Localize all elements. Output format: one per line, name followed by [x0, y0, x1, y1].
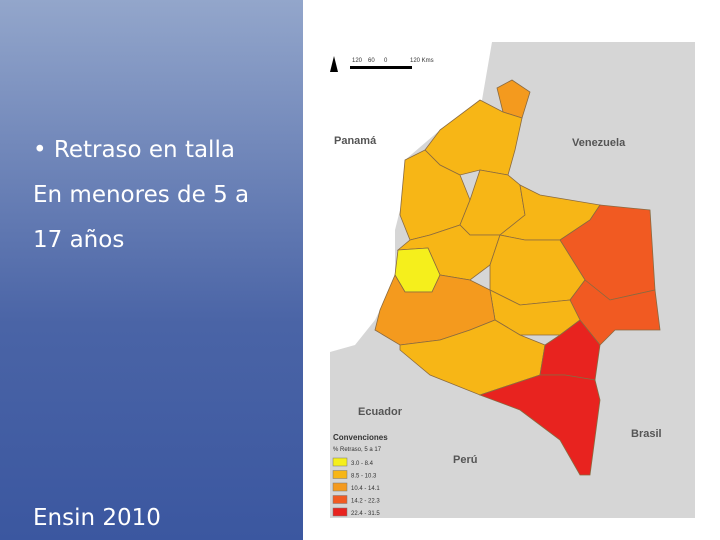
legend-label: 10.4 - 14.1: [351, 486, 380, 492]
country-label: Venezuela: [572, 137, 626, 149]
country-label: Brasil: [631, 428, 662, 440]
country-label: Ecuador: [358, 406, 403, 418]
scale-bar: [350, 66, 412, 69]
north-arrow: [330, 56, 338, 72]
bullet-text: • Retraso en talla: [33, 137, 235, 163]
country-label: Perú: [453, 454, 477, 466]
legend-label: 8.5 - 10.3: [351, 474, 377, 480]
text-line: 17 años: [33, 227, 125, 253]
legend-subtitle: % Retraso, 5 a 17: [333, 447, 382, 453]
legend-swatch: [332, 470, 348, 479]
legend: 3.0 - 8.4 8.5 - 10.3 10.4 - 14.1 14.2 - 22.…: [332, 457, 380, 517]
legend-label: 22.4 - 31.5: [351, 511, 380, 517]
source-text: Ensin 2010: [33, 505, 161, 531]
text-line: En menores de 5 a: [33, 182, 250, 208]
country-label: Panamá: [334, 135, 377, 147]
department: [496, 79, 531, 119]
scale-label: 0: [384, 58, 388, 64]
text-panel: • Retraso en talla En menores de 5 a 17 …: [0, 0, 303, 540]
scale-label: 120: [352, 58, 363, 64]
department: [478, 374, 601, 476]
scale-label: 120 Kms: [410, 58, 434, 64]
legend-swatch: [332, 495, 348, 504]
sea: [330, 42, 492, 352]
legend-title: Convenciones: [333, 433, 388, 442]
legend-label: 3.0 - 8.4: [351, 461, 374, 467]
legend-label: 14.2 - 22.3: [351, 499, 380, 505]
legend-swatch: [332, 482, 348, 492]
legend-swatch: [332, 457, 348, 467]
legend-swatch: [332, 507, 348, 517]
departments: [374, 79, 661, 476]
scale-label: 60: [368, 58, 375, 64]
